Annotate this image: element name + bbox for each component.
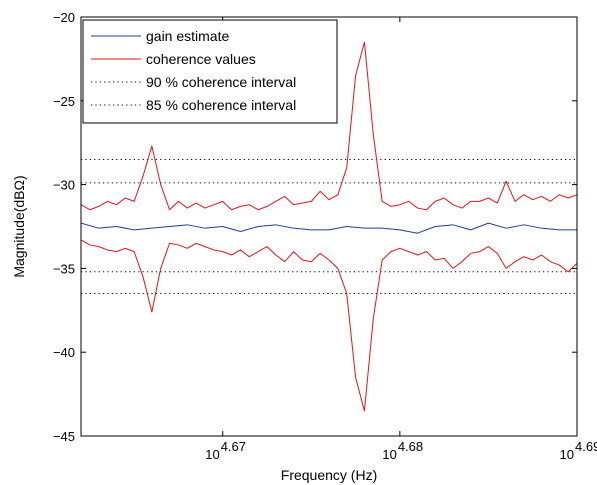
legend-label: coherence values	[146, 51, 256, 67]
legend: gain estimate coherence values 90 % cohere…	[83, 20, 337, 123]
x-tick-label-exponent: 4.69	[575, 439, 597, 454]
y-tick-label: −45	[53, 429, 75, 444]
legend-label: gain estimate	[146, 28, 229, 44]
x-axis-title: Frequency (Hz)	[281, 467, 377, 483]
x-tick-label-base: 10	[382, 447, 396, 462]
legend-label: 85 % coherence interval	[146, 97, 296, 113]
y-tick-label: −30	[53, 178, 75, 193]
y-tick-label: −35	[53, 261, 75, 276]
series-line-1	[81, 223, 577, 233]
y-axis-title: Magnitude(dBΩ)	[11, 175, 27, 277]
y-tick-label: −20	[53, 10, 75, 25]
legend-label: 90 % coherence interval	[146, 74, 296, 90]
series-line-3	[81, 240, 577, 411]
x-tick-label-exponent: 4.68	[398, 439, 423, 454]
y-tick-label: −40	[53, 345, 75, 360]
y-tick-label: −25	[53, 94, 75, 109]
x-tick-label-base: 10	[560, 447, 574, 462]
x-tick-label-base: 10	[205, 447, 219, 462]
x-tick-label-exponent: 4.67	[221, 439, 246, 454]
